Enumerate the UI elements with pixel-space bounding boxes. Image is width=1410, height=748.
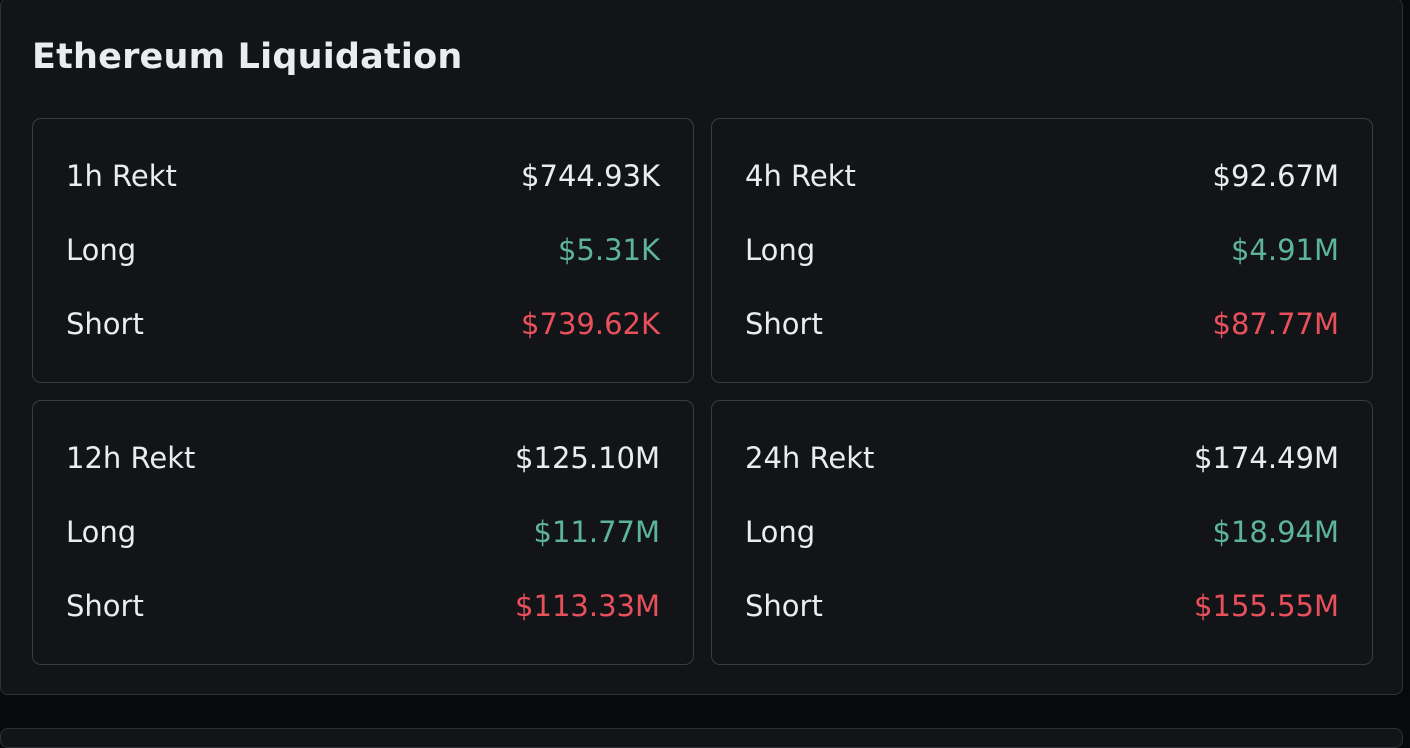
- side-label: Short: [66, 307, 144, 341]
- side-value: $4.91M: [1230, 233, 1339, 267]
- liquidation-card: 12h Rekt $125.10M Long $11.77M Short $113.33M: [32, 400, 694, 665]
- side-row: Short $155.55M: [745, 586, 1339, 626]
- total-value: $744.93K: [521, 159, 660, 193]
- side-label: Short: [66, 589, 144, 623]
- side-row: Short $87.77M: [745, 304, 1339, 344]
- liquidation-card: 1h Rekt $744.93K Long $5.31K Short $739.62K: [32, 118, 694, 383]
- liquidation-panel: Ethereum Liquidation 1h Rekt $744.93K Long…: [0, 0, 1403, 695]
- liquidation-card: 24h Rekt $174.49M Long $18.94M Short $155.55M: [711, 400, 1373, 665]
- total-value: $125.10M: [515, 441, 660, 475]
- side-value: $18.94M: [1212, 515, 1340, 549]
- side-label: Long: [66, 515, 137, 549]
- period-label: 4h Rekt: [745, 159, 856, 193]
- liquidation-card: 4h Rekt $92.67M Long $4.91M Short $87.77M: [711, 118, 1373, 383]
- side-row: Long $18.94M: [745, 512, 1339, 552]
- side-value: $87.77M: [1212, 307, 1340, 341]
- side-label: Long: [745, 515, 816, 549]
- period-label: 1h Rekt: [66, 159, 177, 193]
- side-label: Short: [745, 589, 823, 623]
- side-value: $5.31K: [557, 233, 660, 267]
- side-row: Long $4.91M: [745, 230, 1339, 270]
- side-label: Short: [745, 307, 823, 341]
- side-row: Short $113.33M: [66, 586, 660, 626]
- total-row: 1h Rekt $744.93K: [66, 156, 660, 196]
- total-value: $92.67M: [1212, 159, 1340, 193]
- next-panel: [0, 728, 1403, 748]
- total-row: 4h Rekt $92.67M: [745, 156, 1339, 196]
- total-row: 24h Rekt $174.49M: [745, 438, 1339, 478]
- period-label: 12h Rekt: [66, 441, 196, 475]
- total-row: 12h Rekt $125.10M: [66, 438, 660, 478]
- period-label: 24h Rekt: [745, 441, 875, 475]
- side-value: $113.33M: [515, 589, 660, 623]
- side-row: Short $739.62K: [66, 304, 660, 344]
- side-row: Long $5.31K: [66, 230, 660, 270]
- side-value: $155.55M: [1194, 589, 1339, 623]
- side-value: $11.77M: [533, 515, 661, 549]
- panel-title: Ethereum Liquidation: [32, 37, 463, 77]
- side-label: Long: [745, 233, 816, 267]
- side-value: $739.62K: [521, 307, 660, 341]
- side-row: Long $11.77M: [66, 512, 660, 552]
- total-value: $174.49M: [1194, 441, 1339, 475]
- side-label: Long: [66, 233, 137, 267]
